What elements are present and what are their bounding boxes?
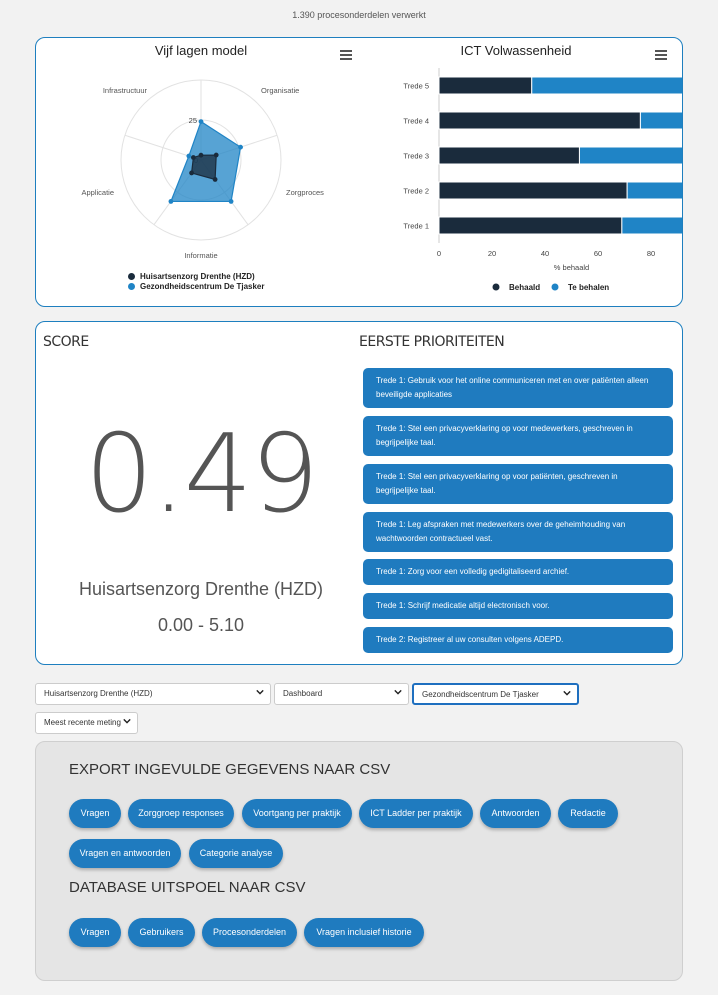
radar-point: [228, 199, 234, 204]
export-vragen-en-antwoorden-button[interactable]: Vragen en antwoorden: [69, 839, 181, 868]
bar-tick-label: 60: [594, 249, 602, 258]
bar-segment: [438, 111, 641, 130]
bar-segment: [639, 111, 682, 130]
radar-legend-item-tjasker[interactable]: Gezondheidscentrum De Tjasker: [128, 282, 264, 291]
radar-point: [198, 152, 204, 158]
radar-axis-label: Infrastructuur: [103, 86, 148, 95]
bar-legend-label: Behaald: [509, 283, 540, 292]
measurement-select[interactable]: Meest recente meting: [35, 712, 138, 734]
organisation-select-value: Huisartsenzorg Drenthe (HZD): [44, 689, 153, 698]
bar-segment: [438, 146, 580, 165]
radar-point: [168, 199, 174, 204]
bar-category-label: Trede 5: [403, 82, 429, 91]
priority-item[interactable]: Trede 1: Stel een privacyverklaring op v…: [363, 416, 673, 456]
radar-point: [213, 152, 219, 158]
bar-category-label: Trede 3: [403, 152, 429, 161]
score-organisation: Huisartsenzorg Drenthe (HZD): [78, 579, 324, 599]
bar-category-label: Trede 4: [403, 117, 429, 126]
view-select[interactable]: Dashboard: [274, 683, 409, 705]
priority-item[interactable]: Trede 1: Gebruik voor het online communi…: [363, 368, 673, 408]
radar-tick-label: 25: [189, 116, 197, 125]
chevron-down-icon: [563, 690, 571, 696]
chevron-down-icon: [123, 718, 131, 724]
chevron-down-icon: [256, 689, 264, 695]
legend-dot-icon: [492, 283, 500, 291]
bar-chart-title: ICT Volwassenheid: [460, 43, 572, 58]
bar-segment: [626, 181, 682, 200]
priority-item[interactable]: Trede 1: Zorg voor een volledig gedigita…: [363, 559, 673, 585]
bar-segment: [578, 146, 682, 165]
radar-series-area: [190, 154, 217, 181]
radar-axis-label: Applicatie: [81, 188, 114, 197]
legend-label: Huisartsenzorg Drenthe (HZD): [140, 272, 255, 281]
db-procesonderdelen-button[interactable]: Procesonderdelen: [202, 918, 297, 947]
radar-menu-icon[interactable]: [340, 50, 352, 60]
radar-legend-item-hzd[interactable]: Huisartsenzorg Drenthe (HZD): [128, 272, 255, 281]
radar-point: [238, 144, 243, 150]
legend-dot-icon: [128, 283, 135, 290]
bar-axis-title: % behaald: [554, 263, 589, 272]
export-voortgang-button[interactable]: Voortgang per praktijk: [242, 799, 352, 828]
bar-category-label: Trede 2: [403, 187, 429, 196]
score-value: 0.49: [84, 412, 319, 537]
score-heading: SCORE: [43, 334, 89, 350]
radar-point: [186, 153, 192, 159]
score-panel: SCORE 0.49 Huisartsenzorg Drenthe (HZD) …: [35, 321, 683, 665]
export-redactie-button[interactable]: Redactie: [558, 799, 618, 828]
score-range: 0.00 - 5.10: [157, 615, 245, 635]
bar-menu-icon[interactable]: [655, 50, 667, 60]
bar-segment: [438, 181, 628, 200]
export-panel: EXPORT INGEVULDE GEGEVENS NAAR CSV Vrage…: [35, 741, 683, 981]
radar-axis-label: Organisatie: [261, 86, 299, 95]
bar-segment: [621, 216, 682, 235]
radar-point: [212, 177, 218, 182]
legend-dot-icon: [551, 283, 559, 291]
export-ict-ladder-button[interactable]: ICT Ladder per praktijk: [359, 799, 473, 828]
compare-select-value: Gezondheidscentrum De Tjasker: [422, 690, 539, 699]
radar-point: [198, 119, 204, 124]
legend-label: Gezondheidscentrum De Tjasker: [140, 282, 265, 291]
status-text: 1.390 procesonderdelen verwerkt: [292, 10, 426, 20]
db-vragen-button[interactable]: Vragen: [69, 918, 121, 947]
radar-point: [189, 170, 194, 176]
db-gebruikers-button[interactable]: Gebruikers: [128, 918, 195, 947]
priority-item[interactable]: Trede 1: Schrijf medicatie altijd electr…: [363, 593, 673, 619]
bar-segment: [438, 216, 623, 235]
priority-item[interactable]: Trede 2: Registreer al uw consulten volg…: [363, 627, 673, 653]
chevron-down-icon: [394, 689, 402, 695]
radar-chart-title: Vijf lagen model: [154, 43, 248, 58]
export-categorie-analyse-button[interactable]: Categorie analyse: [189, 839, 283, 868]
view-select-value: Dashboard: [283, 689, 323, 698]
charts-panel: Vijf lagen model Organisatie Zorgproces In…: [35, 37, 683, 307]
priority-item[interactable]: Trede 1: Stel een privacyverklaring op v…: [363, 464, 673, 504]
bar-category-label: Trede 1: [403, 222, 429, 231]
radar-axis-label: Informatie: [184, 251, 217, 260]
radar-chart: Organisatie Zorgproces Informatie Applicati…: [81, 79, 324, 260]
database-heading: DATABASE UITSPOEL NAAR CSV: [69, 879, 306, 896]
organisation-select[interactable]: Huisartsenzorg Drenthe (HZD): [35, 683, 271, 705]
measurement-select-value: Meest recente meting: [44, 718, 121, 727]
export-heading: EXPORT INGEVULDE GEGEVENS NAAR CSV: [69, 761, 391, 778]
bar-tick-label: 20: [488, 249, 496, 258]
db-vragen-historie-button[interactable]: Vragen inclusief historie: [304, 918, 424, 947]
radar-axis-label: Zorgproces: [286, 188, 324, 197]
bar-segment: [531, 76, 682, 95]
bar-segment: [438, 76, 533, 95]
bar-tick-label: 40: [541, 249, 549, 258]
bar-tick-label: 0: [437, 249, 441, 258]
bar-tick-label: 80: [647, 249, 655, 258]
priorities-heading: EERSTE PRIORITEITEN: [359, 334, 505, 350]
export-vragen-button[interactable]: Vragen: [69, 799, 121, 828]
legend-dot-icon: [128, 273, 135, 280]
bar-chart: Trede 5 Trede 4 Trede 3 Trede 2 Trede 1 0 20 40…: [403, 68, 682, 292]
compare-select[interactable]: Gezondheidscentrum De Tjasker: [412, 683, 579, 705]
export-antwoorden-button[interactable]: Antwoorden: [480, 799, 551, 828]
export-zorggroep-responses-button[interactable]: Zorggroep responses: [128, 799, 234, 828]
priority-item[interactable]: Trede 1: Leg afspraken met medewerkers o…: [363, 512, 673, 552]
radar-point: [190, 155, 196, 160]
bar-legend-label: Te behalen: [568, 283, 609, 292]
